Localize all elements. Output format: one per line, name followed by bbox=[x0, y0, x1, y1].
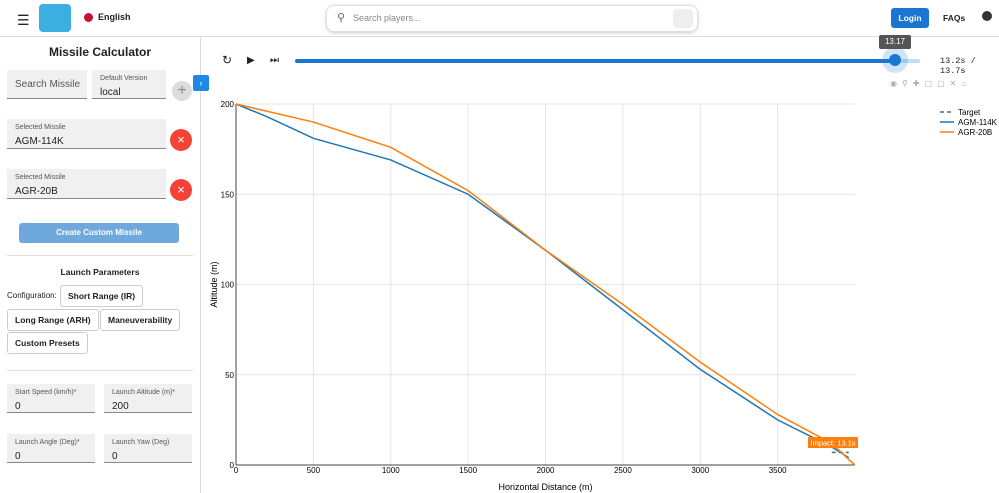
input-field[interactable]: Start Speed (km/h)* 0 bbox=[7, 384, 95, 413]
filter-icon[interactable] bbox=[673, 9, 693, 28]
x-tick-label: 1500 bbox=[459, 466, 477, 475]
faqs-link[interactable]: FAQs bbox=[943, 13, 966, 23]
search-missile[interactable]: Search Missile bbox=[7, 70, 87, 99]
field-value: 200 bbox=[112, 401, 129, 412]
x-tick-label: 1000 bbox=[382, 466, 400, 475]
slider-tooltip: 13.17 bbox=[879, 35, 911, 49]
slider-knob[interactable] bbox=[889, 54, 901, 66]
preset-chip[interactable]: Short Range (IR) bbox=[60, 285, 144, 307]
remove-button[interactable]: × bbox=[170, 129, 192, 151]
field-label: Launch Altitude (m)* bbox=[112, 389, 176, 396]
input-field[interactable]: Launch Yaw (Deg) 0 bbox=[104, 434, 192, 463]
header: ☰ English ⚲ Search players... Login FAQs bbox=[0, 0, 999, 37]
logo[interactable] bbox=[39, 4, 71, 32]
y-axis-title: Altitude (m) bbox=[209, 261, 219, 307]
collapse-button[interactable]: ‹ bbox=[193, 75, 209, 91]
x-tick-label: 2500 bbox=[614, 466, 632, 475]
menu-icon[interactable]: ☰ bbox=[17, 12, 30, 28]
legend-label: AGM-114K bbox=[958, 118, 998, 127]
selected-label: Selected Missile bbox=[15, 124, 66, 131]
field-value: 0 bbox=[112, 451, 118, 462]
search-missile-label: Search Missile bbox=[15, 79, 81, 90]
version-label: Default Version bbox=[100, 75, 148, 82]
input-field[interactable]: Launch Altitude (m)* 200 bbox=[104, 384, 192, 413]
annotation: Impact: 13.1s bbox=[810, 439, 855, 448]
y-tick-label: 0 bbox=[230, 461, 235, 470]
selected-label: Selected Missile bbox=[15, 174, 66, 181]
selected-missile[interactable]: Selected Missile AGR-20B bbox=[7, 169, 166, 199]
add-button[interactable]: + bbox=[172, 81, 192, 101]
sidebar-title: Missile Calculator bbox=[48, 45, 152, 59]
version-select[interactable]: Default Version local bbox=[92, 70, 166, 99]
x-tick-label: 500 bbox=[307, 466, 321, 475]
field-value: 0 bbox=[15, 401, 21, 412]
field-label: Start Speed (km/h)* bbox=[15, 389, 77, 396]
selected-value: AGM-114K bbox=[15, 136, 64, 147]
x-axis-title: Horizontal Distance (m) bbox=[498, 482, 592, 492]
login-button[interactable]: Login bbox=[891, 8, 929, 28]
input-field[interactable]: Launch Angle (Deg)* 0 bbox=[7, 434, 95, 463]
preset-chip[interactable]: Long Range (ARH) bbox=[7, 309, 99, 331]
legend-label: AGR-20B bbox=[958, 128, 992, 137]
configuration-label: Configuration: bbox=[7, 291, 57, 300]
theme-toggle[interactable] bbox=[982, 11, 992, 21]
preset-chip[interactable]: Custom Presets bbox=[7, 332, 88, 354]
restart-button[interactable]: ↻ bbox=[222, 53, 233, 67]
search-icon: ⚲ bbox=[337, 12, 346, 24]
selected-value: AGR-20B bbox=[15, 186, 58, 197]
sidebar: Missile Calculator Search Missile Defaul… bbox=[0, 37, 201, 493]
x-tick-label: 0 bbox=[234, 466, 239, 475]
field-value: 0 bbox=[15, 451, 21, 462]
field-label: Launch Yaw (Deg) bbox=[112, 439, 170, 446]
modebar[interactable]: ◉⚲✚▢▢✕⌂ bbox=[890, 79, 972, 88]
x-tick-label: 3500 bbox=[769, 466, 787, 475]
version-value: local bbox=[100, 87, 121, 98]
y-tick-label: 150 bbox=[221, 190, 235, 199]
y-tick-label: 200 bbox=[221, 100, 235, 109]
flag bbox=[84, 13, 93, 22]
search-placeholder: Search players... bbox=[353, 13, 421, 23]
slider-fill bbox=[295, 59, 895, 63]
y-tick-label: 50 bbox=[225, 371, 234, 380]
divider bbox=[7, 255, 193, 256]
annotation-box bbox=[808, 437, 858, 448]
search-box[interactable]: ⚲ Search players... bbox=[326, 5, 698, 32]
time-display: 13.2s / 13.7s bbox=[940, 56, 976, 76]
x-tick-label: 2000 bbox=[537, 466, 555, 475]
series-line bbox=[235, 103, 850, 459]
field-label: Launch Angle (Deg)* bbox=[15, 439, 80, 446]
legend-label: Target bbox=[958, 108, 981, 117]
create-button[interactable]: Create Custom Missile bbox=[19, 223, 179, 243]
remove-button[interactable]: × bbox=[170, 179, 192, 201]
language[interactable]: English bbox=[98, 12, 131, 22]
y-tick-label: 100 bbox=[221, 281, 235, 290]
preset-chip[interactable]: Maneuverability bbox=[100, 309, 181, 331]
launch-title: Launch Parameters bbox=[60, 267, 140, 277]
divider bbox=[7, 370, 193, 371]
play-button[interactable]: ▶ bbox=[247, 55, 255, 66]
x-tick-label: 3000 bbox=[691, 466, 709, 475]
skip-button[interactable]: ⏭ bbox=[270, 55, 279, 66]
selected-missile[interactable]: Selected Missile AGM-114K bbox=[7, 119, 166, 149]
